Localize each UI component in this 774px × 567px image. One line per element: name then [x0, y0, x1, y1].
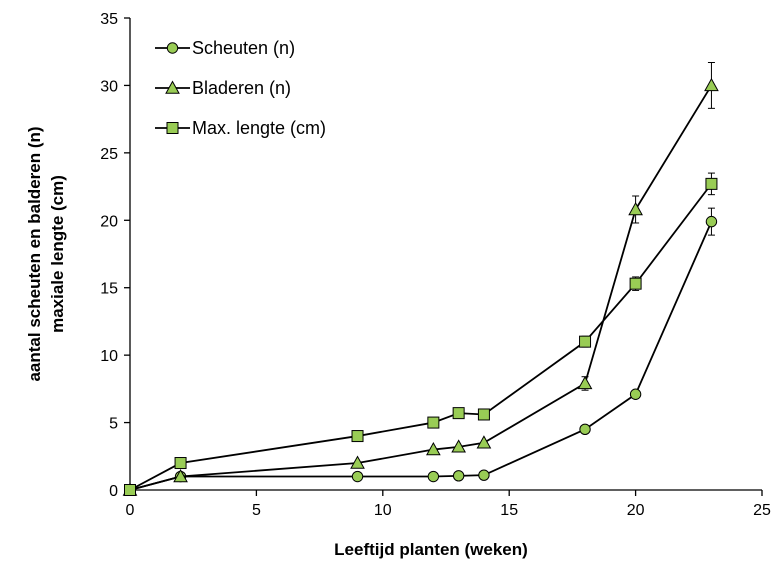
x-axis-title: Leeftijd planten (weken) [334, 540, 528, 559]
series-line [129, 84, 713, 491]
series-triangle [122, 62, 719, 496]
data-point [124, 484, 136, 496]
legend-entry: Max. lengte (cm) [155, 118, 326, 138]
data-point [629, 277, 642, 290]
y-tick-label: 20 [100, 213, 118, 230]
data-point [427, 416, 440, 429]
legend-marker [166, 122, 179, 134]
y-tick-label: 10 [100, 348, 118, 365]
y-tick-label: 0 [109, 483, 118, 500]
x-tick-label: 15 [500, 502, 518, 519]
data-point [452, 407, 465, 420]
data-point [427, 470, 440, 483]
data-point [426, 442, 441, 456]
x-tick-label: 20 [627, 502, 645, 519]
data-point [705, 215, 718, 228]
legend-marker [165, 80, 180, 94]
series-line [129, 183, 713, 491]
data-point [577, 375, 593, 390]
legend-entry: Scheuten (n) [155, 38, 295, 58]
data-point [452, 470, 465, 482]
data-point [173, 468, 188, 483]
data-point [351, 430, 364, 443]
data-point [579, 335, 592, 348]
series-line [129, 221, 713, 491]
y-tick-label: 5 [109, 416, 118, 433]
data-point [478, 469, 490, 481]
legend-label: Bladeren (n) [192, 78, 291, 98]
x-tick-label: 0 [126, 502, 135, 519]
legend-marker [166, 42, 179, 54]
data-point [451, 439, 466, 453]
y-axis-title-line2: maxiale lengte (cm) [48, 175, 67, 333]
legend-entry: Bladeren (n) [155, 78, 291, 98]
data-point [351, 470, 364, 483]
x-tick-label: 10 [374, 502, 392, 519]
x-tick-label: 25 [753, 502, 771, 519]
data-point [628, 201, 643, 216]
y-axis-title-line1: aantal scheuten en balderen (n) [25, 126, 44, 381]
legend-label: Max. lengte (cm) [192, 118, 326, 138]
y-tick-label: 15 [100, 281, 118, 298]
data-point [705, 177, 718, 190]
data-point [174, 457, 187, 470]
data-point [579, 423, 591, 436]
y-tick-label: 35 [100, 11, 118, 28]
data-point [350, 455, 365, 469]
x-tick-label: 5 [252, 502, 261, 519]
y-tick-label: 25 [100, 146, 118, 163]
data-point [476, 435, 492, 449]
legend-label: Scheuten (n) [192, 38, 295, 58]
data-point [477, 408, 490, 421]
y-tick-label: 30 [100, 78, 118, 95]
series-square [124, 172, 718, 496]
data-point [629, 388, 642, 400]
data-point [704, 77, 719, 92]
